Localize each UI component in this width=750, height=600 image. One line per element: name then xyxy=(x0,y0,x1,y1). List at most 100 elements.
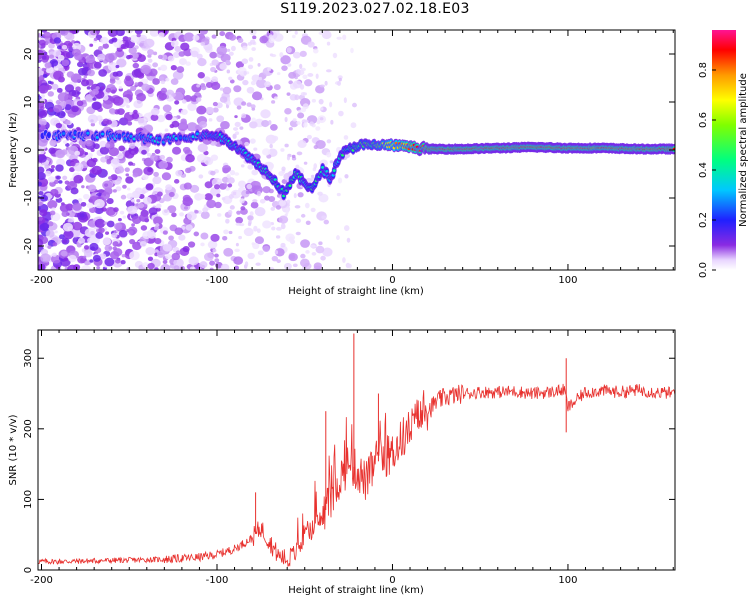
spectrogram-cell xyxy=(173,179,180,184)
spectrogram-cell xyxy=(53,70,64,81)
spectrogram-cell xyxy=(51,252,57,257)
colorbar-tick-label: 0.4 xyxy=(698,162,709,178)
spectrogram-cell xyxy=(50,164,55,169)
spectrogram-cell xyxy=(344,153,351,159)
spectrogram-cell xyxy=(93,61,102,69)
spectrogram-cell xyxy=(223,247,234,257)
spectrogram-cell xyxy=(262,186,271,194)
spectrogram-cell xyxy=(240,164,245,168)
spectrogram-cell xyxy=(305,220,311,225)
spectrogram-cell xyxy=(158,93,167,101)
spectrogram-cell xyxy=(232,133,237,139)
spectrogram-cell xyxy=(118,217,122,222)
spectrogram-cell xyxy=(179,266,186,270)
snr-y-tick-label: 200 xyxy=(23,419,34,438)
spectrogram-cell xyxy=(53,49,62,57)
spectrogram-cell xyxy=(150,107,160,116)
spectrogram-cell xyxy=(271,100,276,104)
spectrogram-cell xyxy=(138,113,143,118)
spectrogram-cell xyxy=(274,250,279,255)
spectrogram-cell xyxy=(62,175,68,180)
spectrogram-cell xyxy=(143,38,155,48)
spectrogram-cell xyxy=(219,96,228,103)
spectrogram-cell xyxy=(64,119,71,125)
spectrogram-cell xyxy=(276,259,281,264)
spectrogram-cell xyxy=(292,51,301,59)
spectrogram-cell xyxy=(158,32,165,38)
spectrogram-cell xyxy=(247,164,254,170)
spectrogram-cell xyxy=(284,213,288,217)
spectrogram-cell xyxy=(259,198,266,204)
spectrogram-cell xyxy=(228,34,237,41)
spectrogram-cell xyxy=(38,39,46,46)
spectrogram-cell xyxy=(302,74,308,80)
spectrogram-cell xyxy=(120,260,126,265)
spectrogram-cell xyxy=(128,54,133,59)
spectrogram-cell xyxy=(66,71,75,78)
spectrogram-cell xyxy=(73,162,84,172)
spectrogram-cell xyxy=(186,122,198,132)
spectrogram-cell xyxy=(281,166,286,172)
page-title: S119.2023.027.02.18.E03 xyxy=(280,1,470,17)
spectrogram-cell xyxy=(289,120,299,128)
spectrogram-cell xyxy=(217,178,223,183)
spectrogram-cell xyxy=(326,139,332,144)
spectrogram-cell xyxy=(159,154,165,160)
spectrogram-cell xyxy=(153,171,159,177)
spectrogram-x-tick-label: 0 xyxy=(389,275,395,286)
spectrogram-cell xyxy=(40,194,49,202)
spectrogram-cell xyxy=(120,43,127,49)
spectrogram-cell xyxy=(186,211,197,221)
spectrogram-cell xyxy=(175,169,183,177)
spectrogram-cell xyxy=(274,96,278,100)
spectrogram-cell xyxy=(165,77,170,82)
spectrogram-cell xyxy=(126,121,133,126)
spectrogram-cell xyxy=(56,175,61,180)
spectrogram-cell xyxy=(292,80,302,89)
spectrogram-cell xyxy=(128,161,134,166)
spectrogram-cell xyxy=(171,252,181,261)
spectrogram-cell xyxy=(325,69,332,73)
spectrogram-cell xyxy=(246,86,255,94)
spectrogram-cell xyxy=(236,210,241,215)
spectrogram-cell xyxy=(256,78,267,89)
spectrogram-cell xyxy=(294,205,301,209)
spectrogram-cell xyxy=(106,119,113,125)
spectrogram-cell xyxy=(48,108,54,113)
spectrogram-cell xyxy=(77,67,87,76)
spectrogram-cell xyxy=(237,75,243,81)
spectrogram-cell xyxy=(228,76,233,81)
spectrogram-cell xyxy=(120,194,127,200)
spectrogram-cell xyxy=(95,86,100,90)
spectrogram-cell xyxy=(249,211,254,216)
spectrogram-cell xyxy=(152,193,162,202)
spectrogram-cell xyxy=(105,143,111,148)
spectrogram-cell xyxy=(89,259,94,263)
spectrogram-cell xyxy=(172,51,181,58)
spectrogram-cell xyxy=(55,164,64,172)
spectrogram-cell xyxy=(154,237,162,245)
spectrogram-cell xyxy=(55,99,61,105)
spectrogram-cell xyxy=(132,62,140,69)
spectrogram-cell xyxy=(172,70,184,80)
spectrogram-cell xyxy=(192,34,200,41)
spectrogram-cell xyxy=(257,63,261,67)
spectrogram-cell xyxy=(63,257,69,262)
spectrogram-cell xyxy=(304,202,310,209)
spectrogram-cell xyxy=(251,47,256,52)
spectrogram-cell xyxy=(83,249,93,258)
spectrogram-cell xyxy=(84,151,89,156)
spectrogram-y-tick-label: 10 xyxy=(23,96,34,109)
spectrogram-cell xyxy=(228,194,234,199)
spectrogram-cell xyxy=(71,105,79,113)
spectrogram-cell xyxy=(242,45,248,51)
spectrogram-x-axis-label: Height of straight line (km) xyxy=(288,286,424,297)
spectrogram-cell xyxy=(127,205,138,215)
spectrogram-cell xyxy=(60,250,68,257)
spectrogram-cell xyxy=(178,234,186,241)
spectrogram-cell xyxy=(101,191,111,200)
spectrogram-cell xyxy=(238,235,243,240)
spectrogram-cell xyxy=(141,83,150,91)
snr-x-tick-label: 100 xyxy=(558,575,577,586)
spectrogram-cell xyxy=(203,252,214,262)
